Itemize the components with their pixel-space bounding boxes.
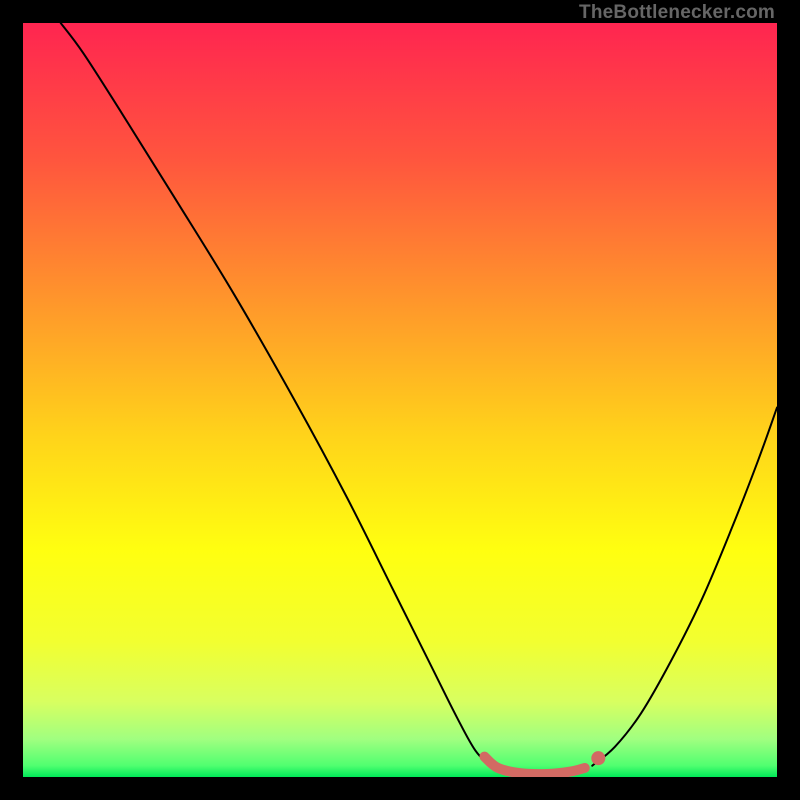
chart-plot-area	[23, 23, 777, 777]
left-curve	[61, 23, 491, 766]
right-curve	[592, 408, 777, 766]
chart-curves-layer	[23, 23, 777, 777]
trough-end-marker	[591, 751, 605, 765]
trough-segment	[484, 757, 584, 775]
watermark-text: TheBottlenecker.com	[579, 2, 775, 24]
